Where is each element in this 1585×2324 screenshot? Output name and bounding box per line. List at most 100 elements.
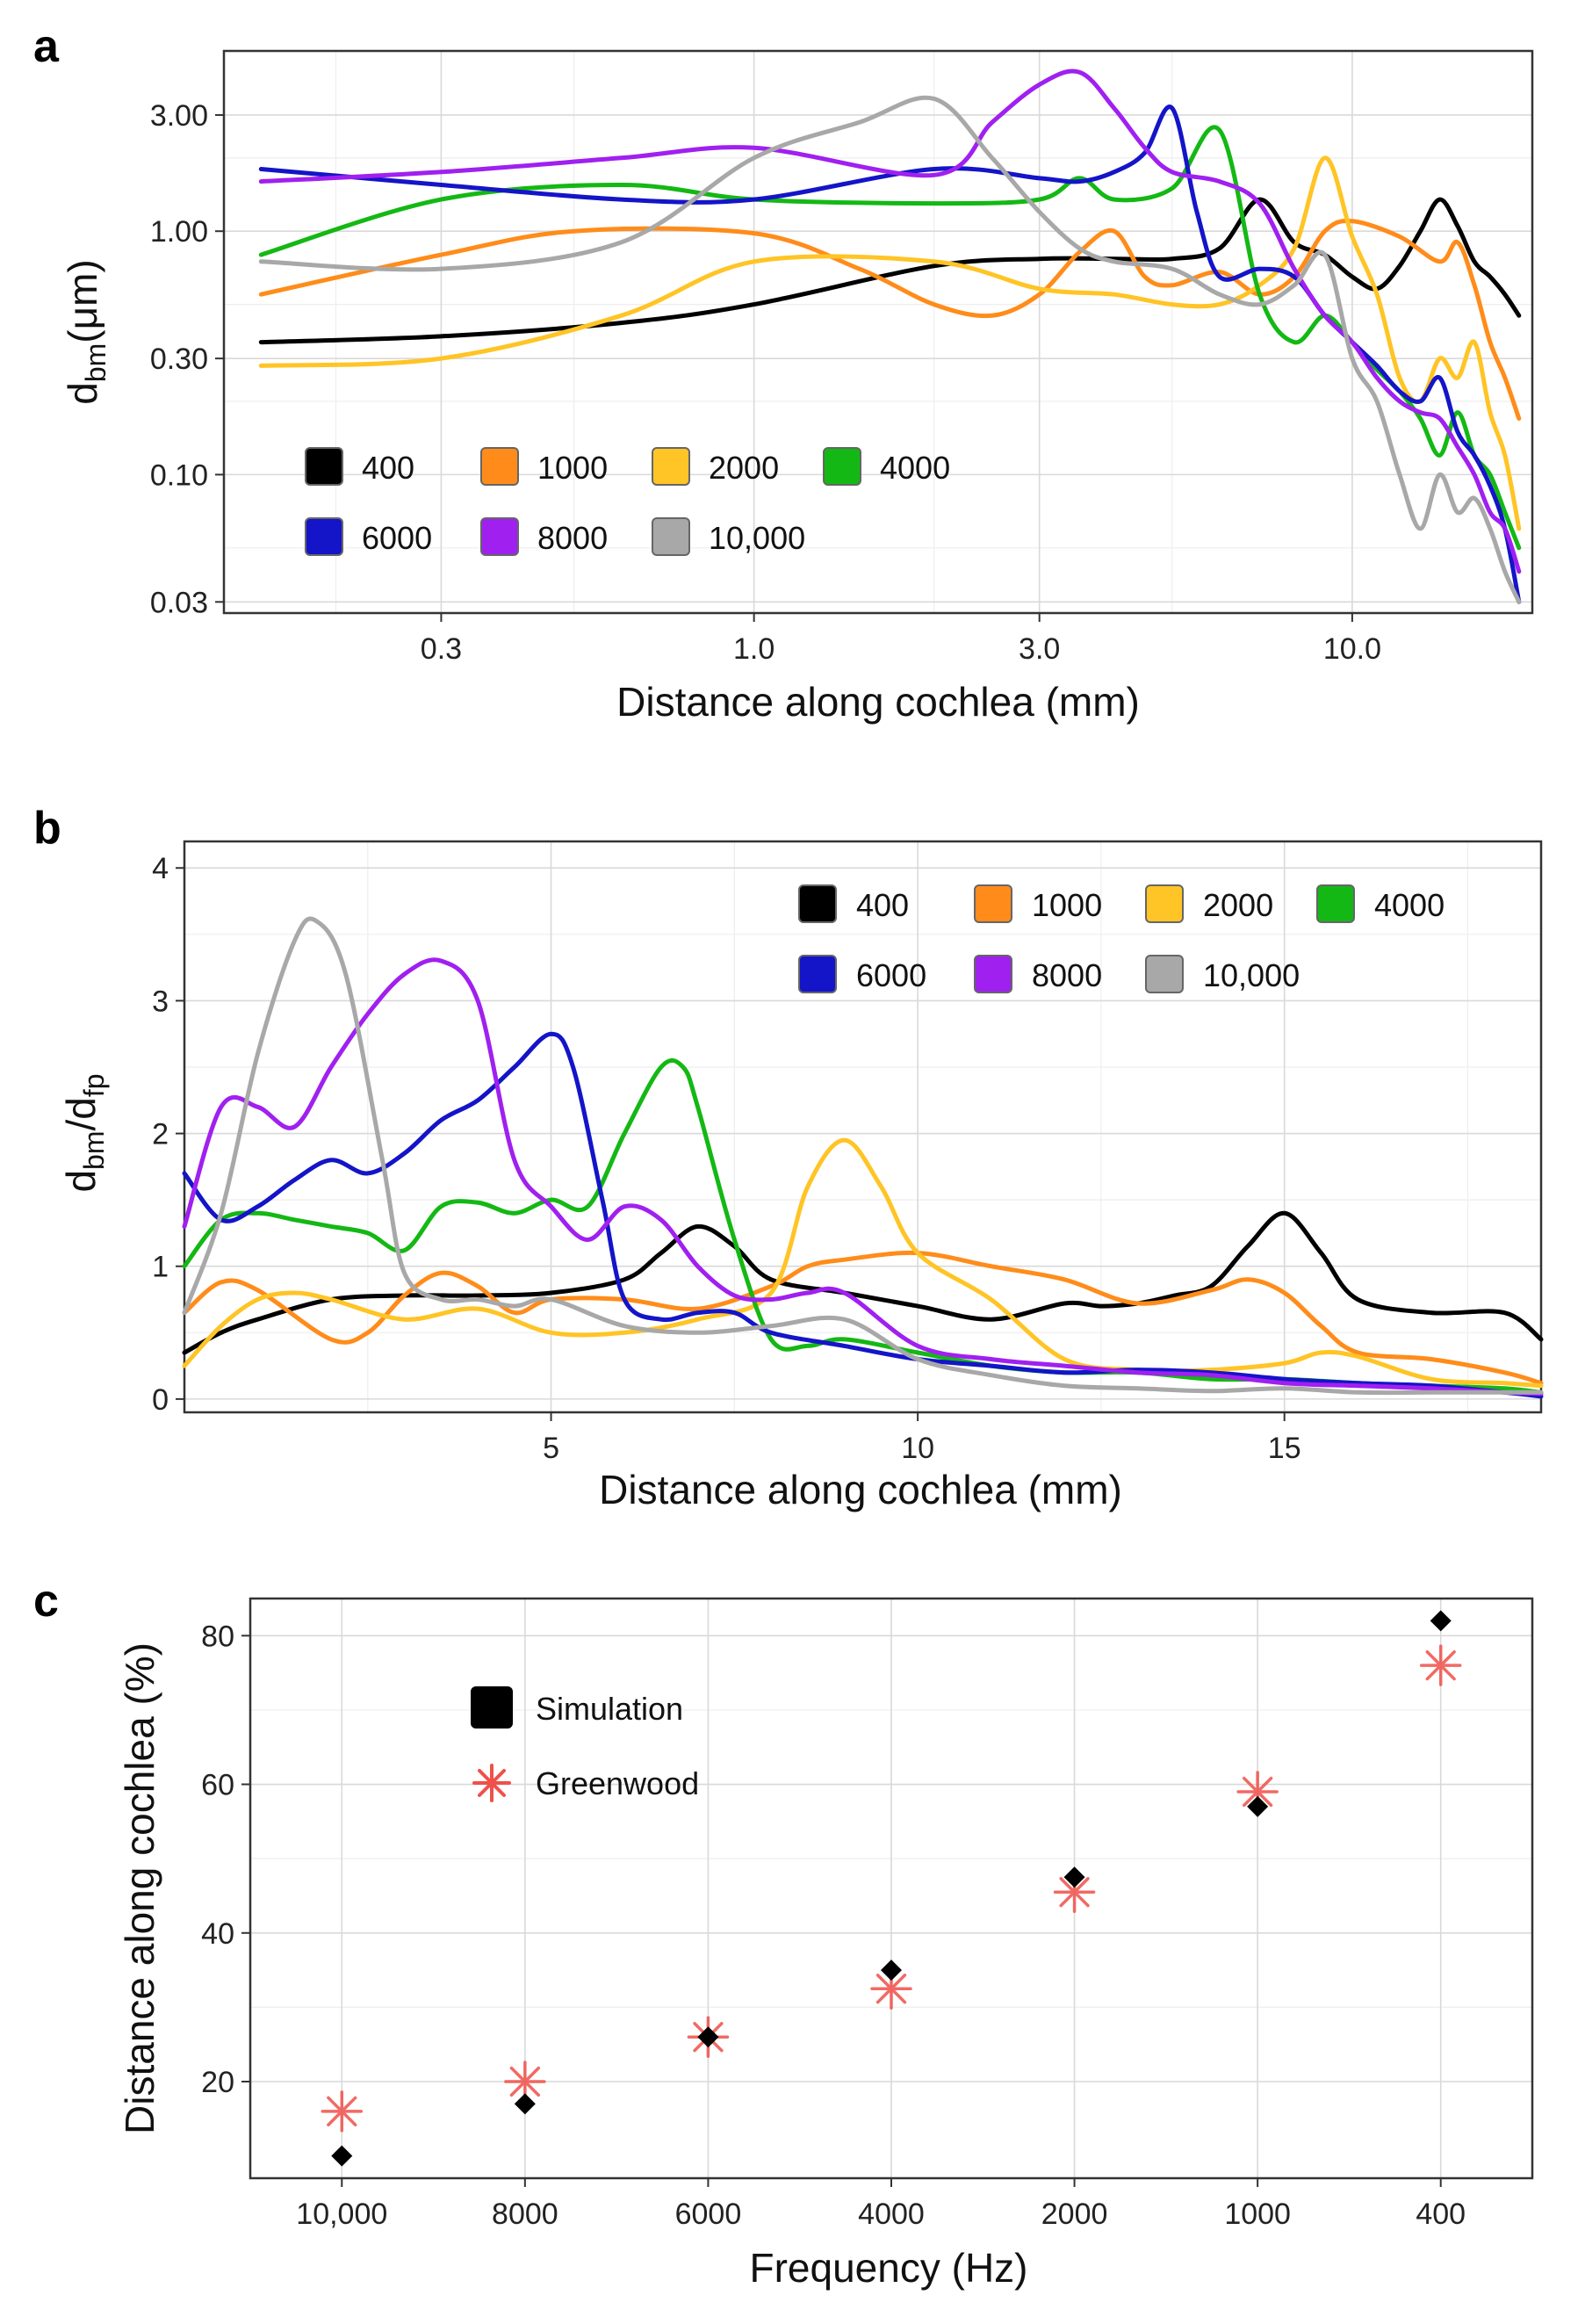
panel-c-x-ticks: 10,000 8000 6000 4000 2000 1000 400 xyxy=(296,2178,1466,2231)
panel-c-greenwood-point-6 xyxy=(1419,1644,1462,1686)
panel-c-x-tick-label-0: 10,000 xyxy=(296,2198,387,2231)
panel-b-y-tick-label-2: 2 xyxy=(152,1118,169,1151)
panel-a-x-tick-label-2: 3.0 xyxy=(1019,632,1060,666)
panel-b-legend-key-2000 xyxy=(1145,884,1184,923)
panel-c-legend-label-simulation: Simulation xyxy=(536,1691,683,1727)
panel-c-y-tick-label-1: 40 xyxy=(201,1917,234,1951)
panel-c-greenwood-point-3-d2 xyxy=(875,1974,907,2004)
panel-a-line-10000 xyxy=(258,95,1522,604)
panel-a-y-axis-symbol: d xyxy=(60,382,105,405)
panel-a-line-1000 xyxy=(258,218,1522,421)
panel-b-legend-label-400: 400 xyxy=(856,887,909,923)
panel-c-y-tick-label-2: 60 xyxy=(201,1769,234,1802)
panel-a-y-ticks: 0.03 0.10 0.30 1.00 3.00 xyxy=(150,99,224,619)
panel-a-y-axis-title: dbm(μm) xyxy=(60,259,112,405)
panel-b-legend-label-1000: 1000 xyxy=(1032,887,1102,923)
panel-a-y-tick-label-4: 3.00 xyxy=(150,99,208,133)
panel-b-y-axis-subscript: bm xyxy=(78,1131,110,1170)
panel-b-y-axis-symbol: d xyxy=(58,1170,104,1193)
panel-a-y-axis-subscript: bm xyxy=(80,343,112,382)
panel-a-plot-frame xyxy=(222,49,1534,615)
panel-c-grid xyxy=(250,1599,1532,2178)
panel-b-line-1000 xyxy=(182,1250,1544,1386)
panel-b-legend-label-8000: 8000 xyxy=(1032,957,1102,993)
panel-c-x-tick-label-1: 8000 xyxy=(492,2198,558,2231)
panel-a-legend-key-1000 xyxy=(480,447,519,486)
panel-b-legend-key-10000 xyxy=(1145,955,1184,993)
panel-a-legend-label-1000: 1000 xyxy=(537,450,608,486)
panel-a-x-axis-title: Distance along cochlea (mm) xyxy=(616,679,1140,725)
panel-c-y-tick-label-0: 20 xyxy=(201,2066,234,2099)
panel-b-x-tick-label-0: 5 xyxy=(543,1432,559,1465)
panel-c-simulation-point-1 xyxy=(514,2093,536,2115)
panel-b-line-6000 xyxy=(182,1031,1544,1399)
panel-b-legend-key-1000 xyxy=(974,884,1012,923)
panel-b-grid xyxy=(184,841,1541,1412)
panel-c-legend-key-greenwood xyxy=(472,1764,511,1802)
panel-c-points xyxy=(321,1610,1462,2167)
panel-c-x-tick-label-3: 4000 xyxy=(858,2198,925,2231)
panel-c-y-axis-title: Distance along cochlea (%) xyxy=(117,1642,162,2134)
panel-b-y-tick-label-1: 1 xyxy=(152,1251,169,1284)
panel-c-x-tick-label-6: 400 xyxy=(1416,2198,1466,2231)
panel-b-y-axis-title: dbm/dfp xyxy=(58,1073,110,1192)
panel-b-legend-key-4000 xyxy=(1316,884,1355,923)
panel-b-x-tick-label-1: 10 xyxy=(901,1432,934,1465)
panel-c-legend-label-greenwood: Greenwood xyxy=(536,1765,699,1801)
panel-a-legend-key-400 xyxy=(305,447,343,486)
panel-a-legend-key-6000 xyxy=(305,517,343,556)
panel-b-x-ticks: 5 10 15 xyxy=(543,1412,1301,1465)
panel-b-legend-label-2000: 2000 xyxy=(1203,887,1273,923)
panel-a-line-6000 xyxy=(258,105,1522,604)
panel-a-letter: a xyxy=(33,21,60,72)
panel-a-series xyxy=(258,69,1522,604)
panel-b-letter: b xyxy=(33,803,61,854)
panel-a-legend-key-4000 xyxy=(823,447,861,486)
panel-a-y-axis-unit: (μm) xyxy=(60,259,105,343)
panel-a: a 0.3 1.0 3.0 10.0 0.03 0.10 0.30 1.00 3.00 Dis… xyxy=(33,21,1534,725)
panel-b-legend-label-10000: 10,000 xyxy=(1203,957,1300,993)
panel-b-y-tick-label-4: 4 xyxy=(152,852,169,885)
panel-a-legend-label-6000: 6000 xyxy=(362,520,432,556)
panel-b-y-axis-symbol-2: d xyxy=(58,1097,104,1120)
panel-b-legend: 400 1000 2000 4000 6000 8000 10,000 xyxy=(798,884,1445,993)
panel-b-y-tick-label-0: 0 xyxy=(152,1383,169,1417)
panel-a-legend-label-2000: 2000 xyxy=(709,450,779,486)
panel-a-legend-label-4000: 4000 xyxy=(880,450,950,486)
panel-b-legend-key-6000 xyxy=(798,955,837,993)
panel-c-x-axis-title: Frequency (Hz) xyxy=(750,2245,1028,2291)
panel-c-simulation-point-0 xyxy=(331,2145,353,2167)
panel-a-legend: 400 1000 2000 4000 6000 8000 10,000 xyxy=(305,447,950,556)
panel-b-line-400 xyxy=(182,1210,1544,1355)
panel-b-legend-label-6000: 6000 xyxy=(856,957,926,993)
panel-a-legend-key-8000 xyxy=(480,517,519,556)
panel-a-y-tick-label-3: 1.00 xyxy=(150,215,208,249)
panel-a-line-400 xyxy=(258,197,1522,345)
panel-b-line-2000 xyxy=(182,1137,1544,1389)
panel-b-line-8000 xyxy=(182,957,1544,1397)
panel-a-x-tick-label-1: 1.0 xyxy=(733,632,774,666)
panel-a-legend-label-10000: 10,000 xyxy=(709,520,805,556)
panel-c-simulation-point-2 xyxy=(697,2026,719,2048)
panel-b-x-tick-label-2: 15 xyxy=(1268,1432,1301,1465)
panel-b-y-axis-slash: / xyxy=(58,1120,104,1131)
panel-a-y-tick-label-2: 0.30 xyxy=(150,343,208,376)
panel-b-legend-key-400 xyxy=(798,884,837,923)
panel-b-y-ticks: 0 1 2 3 4 xyxy=(152,852,184,1417)
panel-c: c 10,000 8000 6000 4000 2000 1000 400 20 40 60 80… xyxy=(33,1576,1534,2291)
panel-b-plot-frame xyxy=(183,840,1543,1414)
panel-c-y-ticks: 20 40 60 80 xyxy=(201,1620,250,2099)
panel-a-x-tick-label-3: 10.0 xyxy=(1323,632,1381,666)
panel-c-simulation-point-4 xyxy=(1063,1866,1085,1888)
panel-b-legend-label-4000: 4000 xyxy=(1374,887,1445,923)
panel-a-x-ticks: 0.3 1.0 3.0 10.0 xyxy=(421,613,1381,666)
panel-c-legend-key-simulation xyxy=(471,1686,513,1729)
panel-b-y-axis-subscript-2: fp xyxy=(78,1073,110,1097)
panel-c-greenwood-point-6-d2 xyxy=(1425,1650,1456,1681)
panel-a-line-8000 xyxy=(258,69,1522,574)
panel-a-legend-key-2000 xyxy=(652,447,690,486)
panel-c-greenwood-point-4-d2 xyxy=(1059,1877,1090,1908)
panel-c-greenwood-point-0 xyxy=(321,2090,364,2133)
panel-c-greenwood-point-5-d2 xyxy=(1242,1776,1273,1808)
